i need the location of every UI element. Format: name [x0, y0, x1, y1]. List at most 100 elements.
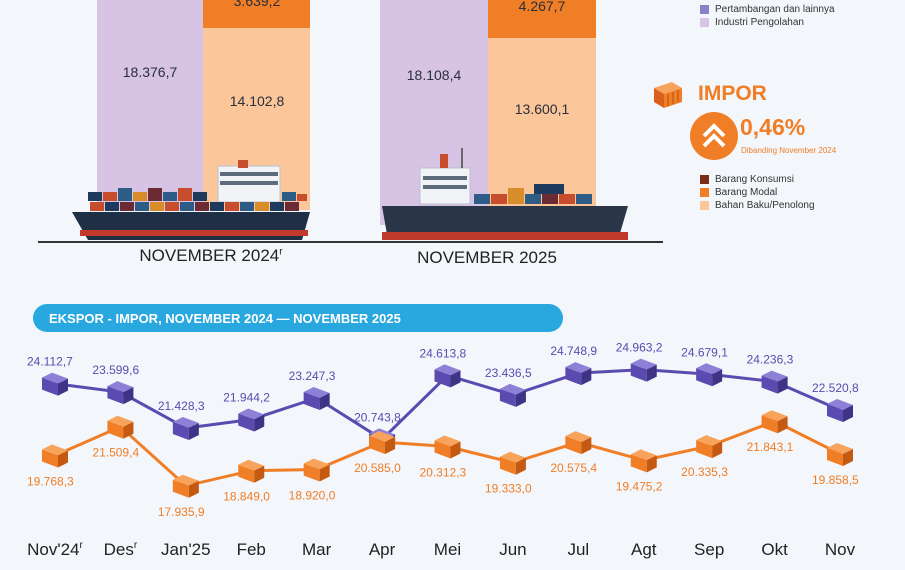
impor-value-label-1: 21.509,4 [92, 446, 139, 460]
ekspor-value-label-12: 22.520,8 [812, 381, 859, 395]
x-tick-label-0: Nov'24r [27, 540, 83, 559]
cargo-ship-2024-icon [72, 160, 310, 240]
impor-value-label-11: 21.843,1 [747, 440, 794, 454]
bar-area: 18.376,7 14.102,8 3.639,2 18.108,4 13.60… [0, 0, 680, 280]
ekspor-point-9 [630, 358, 657, 382]
impor-point-12 [827, 443, 853, 467]
ekspor-value-label-2: 21.428,3 [158, 399, 205, 413]
legend-item-modal: Barang Modal [700, 187, 777, 198]
ekspor-point-6 [434, 364, 461, 388]
period-superscript-2024: r [279, 246, 283, 258]
legend-swatch-bahan-baku [700, 201, 709, 210]
baseline [38, 241, 663, 243]
x-tick-label-8: Jul [567, 540, 589, 559]
legend-swatch-konsumsi [700, 175, 709, 184]
impor-point-8 [565, 431, 592, 455]
section-title-banner: EKSPOR - IMPOR, NOVEMBER 2024 — NOVEMBER… [33, 304, 563, 332]
impor-value-label-7: 19.333,0 [485, 482, 532, 496]
impor-change-value: 0,46% [740, 114, 806, 140]
impor-modal-value-2025: 4.267,7 [518, 0, 566, 14]
x-tick-superscript-0: r [80, 540, 84, 551]
legend-swatch-modal [700, 188, 709, 197]
impor-point-9 [630, 449, 657, 473]
x-tick-label-12: Nov [825, 540, 856, 559]
impor-point-6 [434, 435, 461, 459]
ekspor-value-label-1: 23.599,6 [92, 363, 139, 377]
x-tick-label-11: Okt [761, 540, 788, 559]
ekspor-value-label-10: 24.679,1 [681, 345, 728, 359]
ekspor-value-label-9: 24.963,2 [616, 341, 663, 355]
ekspor-industri-value-2024: 18.376,7 [122, 64, 178, 80]
ekspor-point-2 [172, 417, 199, 441]
impor-container-icon [654, 82, 682, 108]
x-tick-label-9: Agt [631, 540, 657, 559]
impor-value-label-9: 19.475,2 [616, 479, 663, 493]
impor-point-7 [499, 451, 526, 475]
ekspor-value-label-11: 24.236,3 [747, 353, 794, 367]
ekspor-industri-value-2025: 18.108,4 [406, 67, 462, 83]
impor-bahan-baku-value-2024: 14.102,8 [229, 93, 285, 109]
x-tick-label-3: Feb [237, 540, 266, 559]
legend-item-konsumsi: Barang Konsumsi [700, 174, 794, 185]
legend-label-modal: Barang Modal [715, 187, 778, 198]
impor-value-label-0: 19.768,3 [27, 474, 74, 488]
impor-value-label-10: 20.335,3 [681, 465, 728, 479]
ekspor-value-label-6: 24.613,8 [420, 346, 467, 360]
impor-value-label-5: 20.585,0 [354, 461, 401, 475]
x-tick-label-7: Jun [499, 540, 526, 559]
x-tick-superscript-1: r [134, 540, 138, 551]
legend-label-pertambangan: Pertambangan dan lainnya [715, 4, 835, 15]
impor-bahan-baku-value-2025: 13.600,1 [514, 101, 570, 117]
x-tick-label-5: Apr [369, 540, 396, 559]
ekspor-value-label-7: 23.436,5 [485, 366, 532, 380]
legend-item-industri: Industri Pengolahan [700, 17, 804, 28]
legend-swatch-pertambangan [700, 5, 709, 14]
period-label-2024: NOVEMBER 2024r [96, 246, 326, 266]
cargo-ship-2025-icon [382, 148, 628, 240]
impor-point-5 [369, 430, 396, 454]
ekspor-value-label-0: 24.112,7 [27, 355, 73, 369]
ekspor-point-3 [238, 408, 265, 432]
ekspor-value-label-5: 20.743,8 [354, 410, 401, 424]
legend-label-bahan-baku: Bahan Baku/Penolong [715, 200, 815, 211]
impor-modal-bar-2024 [203, 0, 310, 28]
ekspor-point-0 [42, 372, 68, 396]
impor-point-11 [761, 410, 788, 434]
impor-value-label-6: 20.312,3 [420, 466, 467, 480]
impor-value-label-4: 18.920,0 [289, 489, 336, 503]
impor-value-label-12: 19.858,5 [812, 473, 859, 487]
impor-compare-text: Dibanding November 2024 [741, 146, 837, 155]
impor-point-0 [42, 444, 68, 468]
ekspor-point-11 [761, 370, 788, 394]
ekspor-point-4 [303, 386, 330, 410]
x-tick-label-4: Mar [302, 540, 332, 559]
ekspor-point-1 [107, 381, 134, 405]
double-chevron-up-icon [690, 112, 738, 160]
period-label-2025: NOVEMBER 2025 [417, 248, 557, 267]
impor-title: IMPOR [698, 82, 767, 105]
legend-label-konsumsi: Barang Konsumsi [715, 174, 794, 185]
impor-point-3 [238, 459, 265, 483]
x-tick-label-10: Sep [694, 540, 724, 559]
impor-value-label-2: 17.935,9 [158, 505, 205, 519]
legend-item-pertambangan: Pertambangan dan lainnya [700, 4, 835, 15]
ekspor-point-8 [565, 362, 592, 386]
impor-point-1 [107, 415, 134, 439]
ekspor-point-10 [696, 363, 723, 387]
impor-value-label-8: 20.575,4 [550, 461, 597, 475]
impor-point-10 [696, 435, 723, 459]
ekspor-industri-bar-2024 [97, 0, 203, 210]
ekspor-value-label-8: 24.748,9 [550, 344, 597, 358]
ekspor-value-label-3: 21.944,2 [223, 391, 270, 405]
ekspor-point-7 [499, 383, 526, 407]
ekspor-value-label-4: 23.247,3 [289, 369, 336, 383]
impor-value-label-3: 18.849,0 [223, 490, 270, 504]
legend-label-industri: Industri Pengolahan [715, 17, 804, 28]
legend-item-bahan-baku: Bahan Baku/Penolong [700, 200, 815, 211]
impor-modal-bar-2025 [488, 0, 596, 38]
impor-modal-value-2024: 3.639,2 [233, 0, 281, 9]
ekspor-impor-line-chart: 24.112,7 23.599,6 21.428,3 21.944,2 23.247,3… [27, 341, 859, 559]
x-tick-label-2: Jan'25 [161, 540, 211, 559]
impor-point-2 [172, 474, 199, 498]
x-tick-label-6: Mei [434, 540, 461, 559]
